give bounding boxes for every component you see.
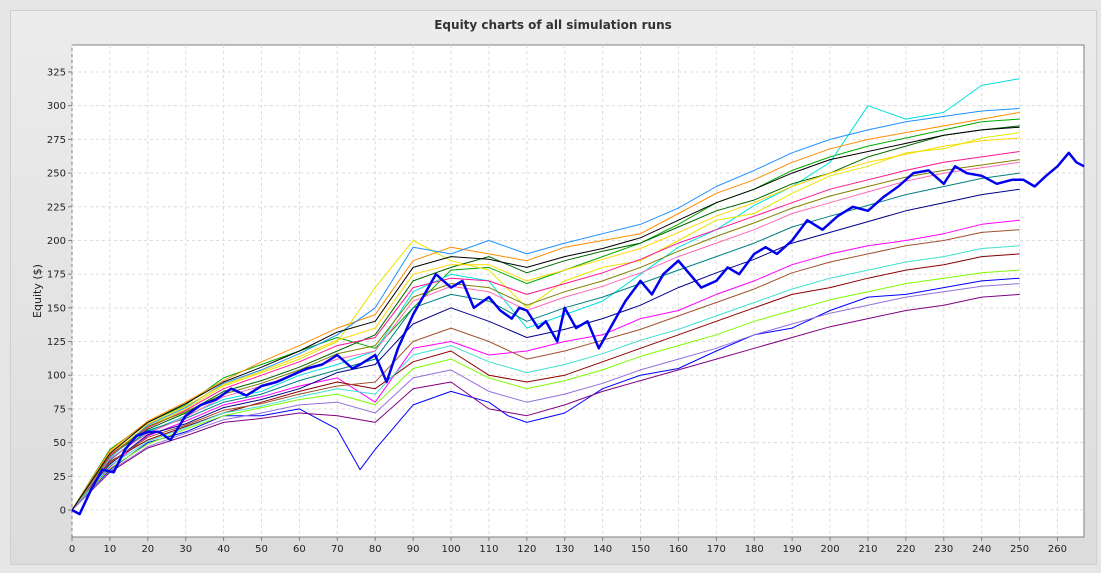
x-tick-label: 200 — [821, 544, 840, 555]
equity-line — [71, 151, 1020, 511]
highlight-series — [71, 151, 1085, 516]
y-tick-label: 300 — [47, 101, 66, 112]
y-tick-label: 225 — [47, 202, 66, 213]
x-tick-label: 160 — [669, 544, 688, 555]
equity-line — [71, 188, 1020, 511]
x-tick-label: 210 — [858, 544, 877, 555]
chart-title: Equity charts of all simulation runs — [434, 18, 672, 32]
x-tick-label: 40 — [217, 544, 230, 555]
x-tick-label: 220 — [896, 544, 915, 555]
x-tick-label: 20 — [141, 544, 154, 555]
y-tick-label: 25 — [53, 472, 66, 483]
y-tick-label: 100 — [47, 371, 66, 382]
axes: 0 10 20 30 40 50 60 70 80 90 100 110 120 130 140 150 160… — [47, 67, 1067, 555]
equity-line — [71, 229, 1020, 511]
x-tick-label: 0 — [69, 544, 75, 555]
y-tick-label: 250 — [47, 169, 66, 180]
equity-line — [71, 172, 1020, 511]
equity-line — [71, 277, 1020, 511]
equity-line — [71, 137, 1020, 511]
x-tick-label: 240 — [972, 544, 991, 555]
equity-line — [71, 132, 1020, 511]
y-tick-label: 0 — [60, 506, 66, 517]
equity-line — [71, 111, 1020, 511]
y-tick-label: 325 — [47, 67, 66, 78]
y-tick-label: 275 — [47, 135, 66, 146]
chart-frame: Equity charts of all simulation runs 0 10… — [10, 10, 1097, 565]
equity-line — [71, 107, 1020, 511]
chart-canvas: Equity charts of all simulation runs 0 10… — [31, 18, 1085, 555]
equity-line — [71, 118, 1020, 511]
equity-line — [71, 126, 1020, 511]
equity-line — [71, 283, 1020, 511]
x-tick-label: 250 — [1010, 544, 1029, 555]
x-tick-label: 10 — [104, 544, 117, 555]
plot-area — [71, 44, 1085, 538]
x-tick-label: 70 — [331, 544, 344, 555]
equity-line — [71, 245, 1020, 511]
x-tick-label: 80 — [369, 544, 382, 555]
y-tick-label: 75 — [53, 404, 66, 415]
x-tick-label: 30 — [179, 544, 192, 555]
x-tick-label: 170 — [707, 544, 726, 555]
equity-line — [71, 269, 1020, 511]
x-tick-label: 230 — [934, 544, 953, 555]
grid-lines — [71, 45, 1084, 537]
x-tick-label: 120 — [517, 544, 536, 555]
x-tick-label: 260 — [1048, 544, 1067, 555]
y-axis-label: Equity ($) — [31, 264, 44, 318]
x-tick-label: 140 — [593, 544, 612, 555]
y-tick-label: 125 — [47, 337, 66, 348]
x-tick-label: 150 — [631, 544, 650, 555]
equity-line — [71, 253, 1020, 511]
x-tick-label: 60 — [293, 544, 306, 555]
equity-line — [71, 161, 1020, 511]
x-tick-label: 110 — [479, 544, 498, 555]
x-tick-label: 90 — [407, 544, 420, 555]
y-tick-label: 200 — [47, 236, 66, 247]
y-tick-label: 150 — [47, 303, 66, 314]
equity-line — [71, 219, 1020, 511]
highlight-equity-line — [71, 151, 1085, 516]
x-tick-label: 190 — [783, 544, 802, 555]
x-tick-label: 180 — [745, 544, 764, 555]
y-tick-label: 50 — [53, 438, 66, 449]
equity-line — [71, 159, 1020, 511]
x-tick-label: 100 — [441, 544, 460, 555]
y-tick-label: 175 — [47, 270, 66, 281]
x-tick-label: 50 — [255, 544, 268, 555]
equity-line — [71, 293, 1020, 511]
x-tick-label: 130 — [555, 544, 574, 555]
